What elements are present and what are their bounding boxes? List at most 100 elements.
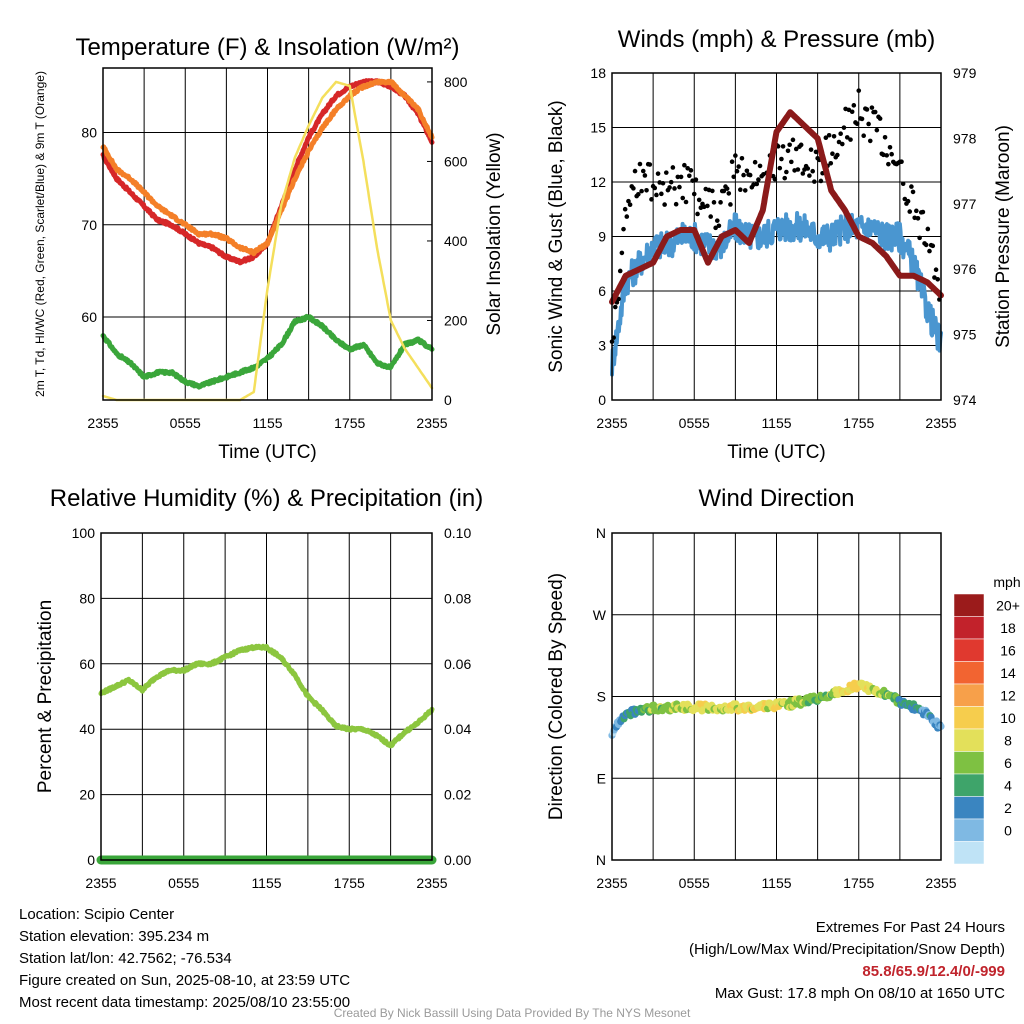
gust-point [695, 211, 700, 217]
gust-point [836, 139, 842, 145]
gust-point [708, 214, 713, 219]
gust-point [835, 152, 840, 158]
gust-point [738, 187, 743, 193]
y2-tick-label: 979 [953, 65, 977, 81]
series-sonic-wind [610, 211, 943, 377]
gust-point [915, 216, 921, 221]
x-axis-label: Time (UTC) [218, 442, 317, 463]
chart-panel-1: Temperature (F) & Insolation (W/m²) 60 70 8… [33, 34, 505, 463]
colorbar-label: 4 [1004, 777, 1012, 793]
colorbar-swatch [953, 841, 985, 865]
y2-tick-label: 975 [953, 327, 977, 343]
y-tick-label: N [596, 852, 606, 868]
gust-point [772, 176, 778, 182]
gust-point [805, 166, 811, 171]
gust-point [757, 163, 763, 169]
gust-point [672, 186, 677, 191]
y-tick-label: 9 [598, 229, 606, 245]
gust-point [785, 148, 791, 154]
y-tick-label: 100 [72, 525, 96, 541]
latlon-text: Station lat/lon: 42.7562; -76.534 [19, 950, 232, 967]
gust-point [731, 174, 737, 180]
gust-point [877, 116, 883, 121]
gust-point [789, 159, 794, 165]
colorbar-label: 18 [1000, 620, 1016, 636]
gust-point [744, 168, 750, 174]
plot-frame [102, 67, 433, 401]
gust-point [866, 121, 871, 127]
colorbar-label: 12 [1000, 687, 1016, 703]
colorbar-swatch [953, 818, 985, 842]
colorbar-label: 0 [1004, 822, 1012, 838]
gust-point [687, 173, 692, 179]
gust-point [905, 198, 911, 204]
colorbar-label: 20+ [996, 597, 1020, 613]
gust-point [639, 188, 644, 194]
gust-point [859, 116, 865, 122]
gust-point [680, 195, 686, 201]
x-tick-label: 2355 [87, 415, 118, 431]
y-tick-label: 60 [79, 656, 95, 672]
gust-point [685, 165, 690, 171]
colorbar-label: 14 [1000, 665, 1016, 681]
gust-point [622, 206, 628, 212]
gust-point [902, 196, 908, 202]
gust-point [844, 135, 850, 140]
y2-tick-label: 977 [953, 196, 977, 212]
chart-title: Wind Direction [698, 485, 854, 512]
gust-point [696, 197, 702, 203]
gust-point [907, 209, 913, 214]
gust-point [838, 131, 843, 136]
gust-point [854, 121, 860, 127]
x-tick-label: 0555 [679, 415, 710, 431]
gust-point [632, 168, 638, 174]
colorbar-swatch [953, 728, 985, 752]
recent-text: Most recent data timestamp: 2025/08/10 2… [19, 994, 351, 1011]
colorbar-label: 16 [1000, 642, 1016, 658]
gust-point [884, 153, 890, 158]
x-axis-label: Time (UTC) [727, 442, 826, 463]
gust-point [678, 174, 684, 180]
gust-point [886, 161, 891, 167]
gust-point [733, 153, 738, 158]
gust-point [864, 107, 870, 112]
gust-point [652, 185, 658, 191]
gust-point [813, 149, 819, 155]
gust-point [909, 184, 914, 189]
gust-point [691, 191, 697, 197]
gust-point [812, 179, 817, 184]
gust-point [782, 175, 788, 181]
chart-panel-3: Relative Humidity (%) & Precipitation (i… [35, 485, 483, 891]
gust-point [848, 137, 853, 142]
gust-point [830, 151, 835, 156]
gust-point [747, 172, 753, 178]
colorbar-label: 8 [1004, 732, 1012, 748]
y-tick-label: 12 [590, 174, 606, 190]
gust-point [910, 189, 916, 195]
y-tick-label: W [593, 607, 607, 623]
gust-point [752, 159, 758, 165]
colorbar-swatch [953, 706, 985, 730]
gust-point [787, 142, 792, 148]
gust-point [642, 173, 648, 178]
y-tick-label: 70 [81, 217, 97, 233]
x-tick-label: 1755 [334, 875, 365, 891]
y-tick-label: S [597, 689, 606, 705]
x-tick-label: 2355 [925, 415, 956, 431]
series-gust [609, 88, 944, 344]
station-info: Location: Scipio Center Station elevatio… [19, 904, 350, 1014]
gust-point [710, 188, 715, 194]
y-tick-label: 0 [598, 392, 606, 408]
y2-tick-label: 0.06 [444, 656, 471, 672]
gust-point [734, 168, 740, 174]
series-9m-t [100, 78, 435, 257]
gust-point [840, 141, 845, 147]
gust-point [920, 209, 926, 215]
series-relative-humidity [98, 643, 435, 749]
gust-point [784, 169, 789, 175]
gust-point [675, 174, 681, 180]
y-tick-label: 20 [79, 787, 95, 803]
gust-point [925, 226, 931, 232]
gust-point [713, 225, 718, 231]
